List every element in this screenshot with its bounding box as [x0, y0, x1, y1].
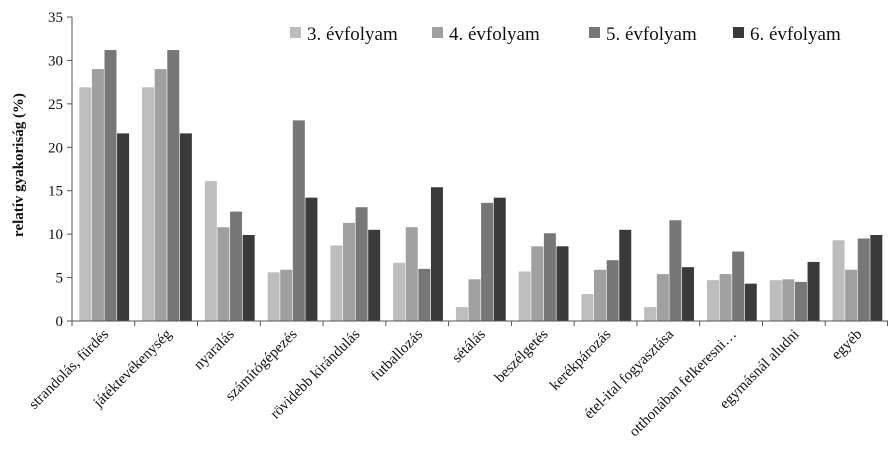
bar: [619, 229, 632, 321]
bar: [543, 233, 556, 321]
bar: [518, 271, 531, 321]
legend-label: 5. évfolyam: [606, 24, 697, 45]
legend-swatch: [432, 27, 443, 38]
bar: [217, 227, 230, 321]
bar: [104, 50, 117, 321]
bar: [832, 240, 845, 321]
bar: [606, 260, 619, 321]
y-axis: 0 5 10 15 20 25 30 35: [48, 10, 73, 330]
legend-swatch: [733, 27, 744, 38]
y-tick-label: 25: [48, 97, 63, 113]
y-tick-label: 20: [48, 140, 63, 156]
legend-label: 4. évfolyam: [449, 24, 540, 45]
bar: [594, 269, 607, 321]
bar: [79, 87, 92, 321]
bar: [531, 246, 544, 321]
y-tick-label: 10: [48, 227, 63, 243]
legend: 3. évfolyam 4. évfolyam 5. évfolyam 6. évfo…: [290, 24, 841, 45]
bar: [455, 307, 468, 321]
bar: [468, 279, 481, 321]
bar: [481, 202, 494, 321]
bar: [117, 133, 130, 321]
bar: [857, 238, 870, 321]
bar: [430, 187, 443, 321]
bar: [807, 261, 820, 321]
bar: [769, 280, 782, 321]
x-category-label: sétálás: [449, 326, 489, 366]
bar: [204, 181, 217, 321]
bar: [669, 220, 682, 321]
bar: [230, 211, 243, 321]
legend-label: 3. évfolyam: [307, 24, 398, 45]
bar: [656, 274, 669, 321]
bar: [581, 294, 594, 321]
x-category-label: futballozás: [368, 326, 426, 384]
bar: [342, 222, 355, 321]
bar: [418, 268, 431, 321]
bar: [142, 87, 155, 321]
bar: [280, 269, 293, 321]
bar: [242, 235, 255, 321]
bar: [644, 307, 657, 321]
bar: [556, 246, 569, 321]
bar: [305, 197, 318, 321]
x-category-label: nyaralás: [191, 326, 238, 373]
bar: [794, 281, 807, 321]
y-tick-label: 30: [48, 53, 63, 69]
bar: [706, 280, 719, 321]
y-tick-label: 35: [48, 10, 63, 26]
bar: [154, 69, 167, 321]
y-tick-label: 5: [56, 271, 64, 287]
bar: [267, 272, 280, 321]
legend-swatch: [290, 27, 301, 38]
bar: [870, 235, 883, 321]
bar: [91, 69, 104, 321]
bar: [782, 279, 795, 321]
bar: [330, 245, 343, 321]
bar: [845, 269, 858, 321]
y-tick-label: 15: [48, 184, 63, 200]
bar: [719, 274, 732, 321]
bar: [732, 251, 745, 321]
bar: [405, 227, 418, 321]
x-category-label: egyéb: [829, 327, 866, 364]
bar: [292, 120, 305, 321]
legend-label: 6. évfolyam: [750, 24, 841, 45]
bar: [179, 133, 192, 321]
bar: [368, 229, 381, 321]
y-tick-label: 0: [56, 314, 64, 330]
bar: [393, 262, 406, 321]
legend-swatch: [589, 27, 600, 38]
bar: [167, 50, 180, 321]
x-category-label: otthonában felkeresni…: [626, 327, 740, 441]
bars: [79, 50, 883, 321]
bar: [355, 207, 368, 321]
x-category-label: beszélgetés: [492, 326, 552, 386]
bar: [682, 267, 695, 321]
bar: [744, 283, 757, 321]
bar: [493, 197, 506, 321]
y-axis-label: relatív gyakoriság (%): [11, 93, 27, 237]
x-category-label: kerékpározás: [547, 326, 614, 393]
